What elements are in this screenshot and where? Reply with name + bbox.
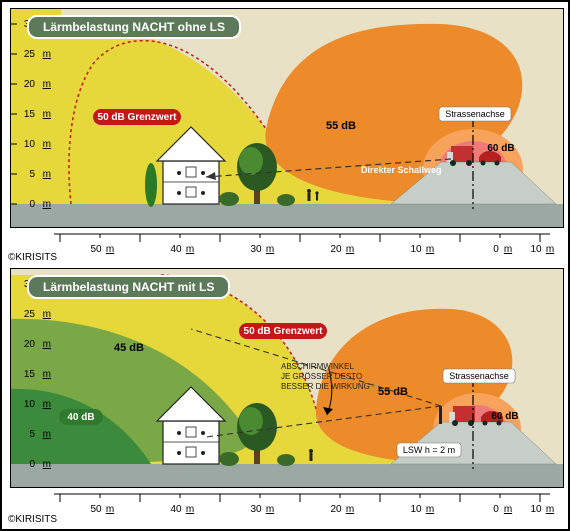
db60-label: 60 dB — [491, 411, 518, 422]
copyright-label: ©KIRISITS — [8, 514, 57, 525]
shrub-icon — [277, 194, 295, 206]
svg-text:m: m — [346, 244, 354, 254]
svg-text:10: 10 — [530, 244, 542, 254]
grenzwert-label: 50 dB Grenzwert — [244, 326, 324, 337]
svg-text:50: 50 — [90, 504, 102, 514]
svg-text:m: m — [43, 109, 51, 120]
grenzwert-pill: 50 dB Grenzwert — [93, 109, 181, 125]
svg-text:25: 25 — [24, 309, 36, 320]
svg-text:m: m — [43, 199, 51, 210]
panel-bottom: 0m 5m 10m 15m 20m 25m 30m 50 dB Grenzwer… — [10, 268, 564, 488]
svg-text:10: 10 — [24, 399, 36, 410]
svg-text:15: 15 — [24, 369, 36, 380]
abschirm-line3: BESSER DIE WIRKUNG — [281, 382, 370, 391]
svg-text:m: m — [186, 244, 194, 254]
lsw-label: LSW h = 2 m — [397, 443, 461, 457]
svg-text:0: 0 — [493, 244, 499, 254]
svg-text:50: 50 — [90, 244, 102, 254]
db45-label: 45 dB — [114, 342, 144, 354]
svg-text:m: m — [546, 244, 554, 254]
db55-label: 55 dB — [378, 386, 408, 398]
svg-text:m: m — [43, 339, 51, 350]
svg-text:40 dB: 40 dB — [67, 412, 94, 423]
abschirm-line2: JE GRÖSSER DESTO — [281, 372, 362, 381]
svg-text:m: m — [266, 244, 274, 254]
svg-text:m: m — [43, 369, 51, 380]
schallweg-label: Direkter Schallweg — [361, 165, 442, 175]
svg-text:m: m — [106, 244, 114, 254]
grenzwert-pill: 50 dB Grenzwert — [239, 323, 327, 339]
noise-barrier — [439, 406, 442, 424]
svg-text:m: m — [106, 504, 114, 514]
svg-text:25: 25 — [24, 49, 36, 60]
svg-text:0: 0 — [29, 199, 35, 210]
svg-text:5: 5 — [29, 429, 35, 440]
abschirm-line1: ABSCHIRMWINKEL — [281, 362, 354, 371]
svg-text:Strassenachse: Strassenachse — [445, 109, 505, 119]
db40-pill: 40 dB — [59, 409, 103, 425]
svg-text:m: m — [43, 169, 51, 180]
db60-label: 60 dB — [487, 143, 514, 154]
svg-text:30: 30 — [250, 244, 262, 254]
panel-title: Lärmbelastung NACHT mit LS — [27, 275, 230, 299]
strassenachse-label: Strassenachse — [439, 107, 511, 121]
svg-text:m: m — [43, 139, 51, 150]
svg-text:10: 10 — [410, 244, 422, 254]
svg-text:20: 20 — [24, 339, 36, 350]
svg-text:m: m — [43, 309, 51, 320]
svg-text:m: m — [186, 504, 194, 514]
svg-text:0: 0 — [29, 459, 35, 470]
svg-text:m: m — [504, 244, 512, 254]
svg-text:0: 0 — [493, 504, 499, 514]
hedge-icon — [145, 163, 157, 207]
diagram-frame: 0m 5m 10m 15m 20m 25m 30m 50 dB Grenzwer… — [0, 0, 570, 531]
svg-text:m: m — [546, 504, 554, 514]
copyright-label: ©KIRISITS — [8, 252, 57, 263]
ground — [11, 464, 563, 487]
grenzwert-label: 50 dB Grenzwert — [98, 112, 178, 123]
svg-text:20: 20 — [24, 79, 36, 90]
svg-text:m: m — [43, 459, 51, 470]
svg-text:5: 5 — [29, 169, 35, 180]
svg-text:m: m — [426, 244, 434, 254]
svg-text:m: m — [426, 504, 434, 514]
svg-text:40: 40 — [170, 504, 182, 514]
svg-text:m: m — [43, 79, 51, 90]
svg-text:10: 10 — [24, 139, 36, 150]
svg-text:40: 40 — [170, 244, 182, 254]
svg-text:15: 15 — [24, 109, 36, 120]
svg-text:m: m — [266, 504, 274, 514]
ground — [11, 204, 563, 227]
svg-text:m: m — [346, 504, 354, 514]
panel-top: 0m 5m 10m 15m 20m 25m 30m 50 dB Grenzwer… — [10, 8, 564, 228]
svg-text:20: 20 — [330, 504, 342, 514]
svg-text:30: 30 — [250, 504, 262, 514]
svg-text:10: 10 — [410, 504, 422, 514]
svg-text:10: 10 — [530, 504, 542, 514]
svg-text:m: m — [504, 504, 512, 514]
svg-text:Strassenachse: Strassenachse — [449, 371, 509, 381]
svg-text:m: m — [43, 429, 51, 440]
shrub-icon — [219, 192, 239, 206]
db55-label: 55 dB — [326, 120, 356, 132]
svg-text:LSW h = 2 m: LSW h = 2 m — [403, 445, 455, 455]
panel-title: Lärmbelastung NACHT ohne LS — [27, 15, 241, 39]
x-axis-bottom: 50m 40m 30m 20m 10m 0m 10m — [10, 492, 564, 514]
shrub-icon — [277, 454, 295, 466]
x-axis-top: 50m 40m 30m 20m 10m 0m 10m — [10, 232, 564, 254]
svg-text:m: m — [43, 49, 51, 60]
person-icon — [309, 449, 313, 461]
svg-text:20: 20 — [330, 244, 342, 254]
strassenachse-label: Strassenachse — [443, 369, 515, 383]
shrub-icon — [219, 452, 239, 466]
svg-text:m: m — [43, 399, 51, 410]
